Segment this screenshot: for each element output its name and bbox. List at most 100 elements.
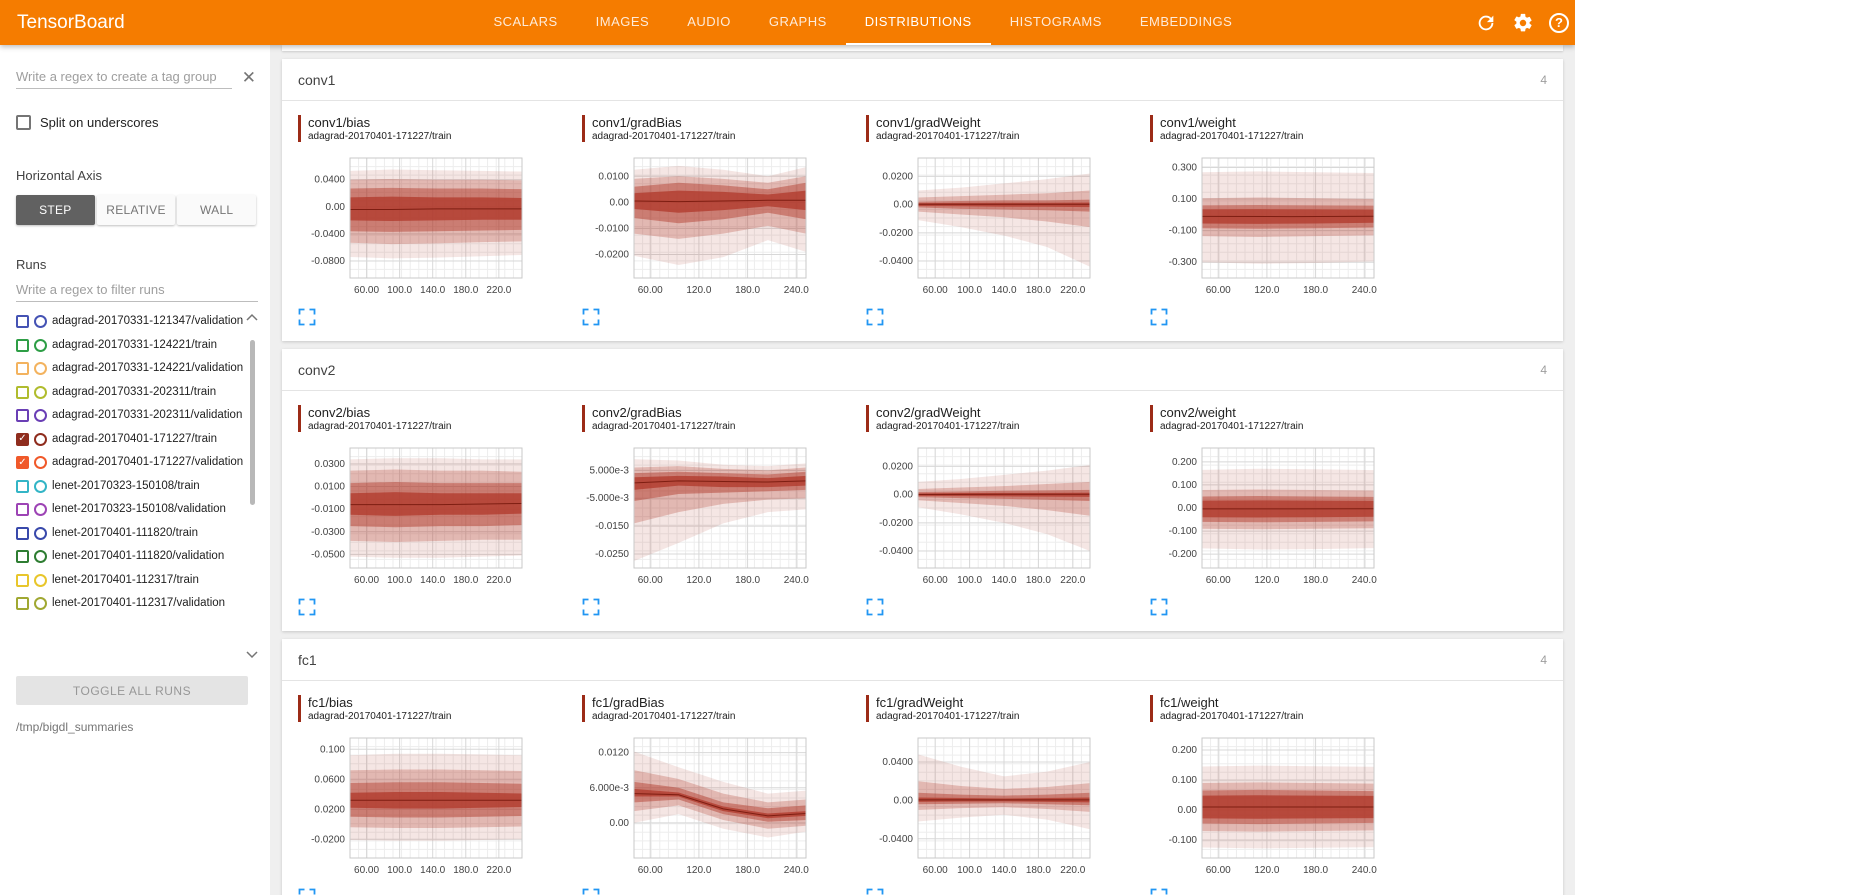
- run-item[interactable]: ✓ lenet-20170401-112317/validation: [16, 592, 244, 616]
- tab-embeddings[interactable]: EMBEDDINGS: [1139, 14, 1233, 29]
- run-item[interactable]: ✓ adagrad-20170331-202311/validation: [16, 404, 244, 428]
- axis-option-step[interactable]: STEP: [16, 195, 95, 225]
- run-checkbox[interactable]: ✓: [16, 526, 29, 540]
- run-item[interactable]: ✓ lenet-20170323-150108/validation: [16, 498, 244, 522]
- run-checkbox[interactable]: ✓: [16, 550, 29, 564]
- expand-chart-icon[interactable]: [298, 888, 316, 895]
- run-solo-circle[interactable]: [34, 338, 47, 352]
- split-underscores-checkbox[interactable]: [16, 115, 31, 130]
- distribution-plot[interactable]: 60.00 100.0 140.0 180.0 220.0 0.0200 0.00 -0.02…: [866, 440, 1096, 590]
- axis-option-wall[interactable]: WALL: [177, 195, 257, 225]
- run-solo-circle[interactable]: [34, 456, 47, 470]
- section-header[interactable]: conv2 4: [282, 349, 1563, 391]
- distribution-plot[interactable]: 60.00 100.0 140.0 180.0 220.0 0.0400 0.00 -0.04…: [866, 730, 1096, 880]
- run-solo-circle[interactable]: [34, 432, 47, 446]
- expand-chart-icon[interactable]: [298, 308, 316, 326]
- run-checkbox[interactable]: ✓: [16, 503, 29, 517]
- run-solo-circle[interactable]: [34, 503, 47, 517]
- expand-chart-icon[interactable]: [582, 888, 600, 895]
- run-checkbox[interactable]: ✓: [16, 573, 29, 587]
- clear-tag-filter-icon[interactable]: ✕: [241, 67, 256, 87]
- run-solo-circle[interactable]: [34, 550, 47, 564]
- run-checkbox[interactable]: ✓: [16, 456, 29, 470]
- run-checkbox[interactable]: ✓: [16, 385, 29, 399]
- distribution-plot[interactable]: 60.00 100.0 140.0 180.0 220.0 0.0200 0.00 -0.02…: [866, 150, 1096, 300]
- help-icon[interactable]: ?: [1549, 12, 1569, 33]
- expand-chart-icon[interactable]: [866, 888, 884, 895]
- tab-graphs[interactable]: GRAPHS: [768, 14, 827, 29]
- distribution-plot[interactable]: 60.00 120.0 180.0 240.0 5.000e-3 -5.000e-3 -0.…: [582, 440, 812, 590]
- distribution-plot[interactable]: 60.00 120.0 180.0 240.0 0.200 0.100 0.00 -0.100: [1150, 730, 1380, 880]
- run-item[interactable]: ✓ adagrad-20170331-124221/validation: [16, 357, 244, 381]
- run-solo-circle[interactable]: [34, 385, 47, 399]
- scroll-down-icon[interactable]: [246, 650, 258, 660]
- section-header[interactable]: conv1 4: [282, 59, 1563, 101]
- run-checkbox[interactable]: ✓: [16, 479, 29, 493]
- section-header[interactable]: fc1 4: [282, 639, 1563, 681]
- run-checkbox[interactable]: ✓: [16, 315, 29, 328]
- toggle-all-runs-button[interactable]: TOGGLE ALL RUNS: [16, 676, 248, 705]
- expand-chart-icon[interactable]: [866, 598, 884, 616]
- run-item[interactable]: ✓ lenet-20170401-111820/train: [16, 522, 244, 546]
- run-solo-circle[interactable]: [34, 315, 47, 328]
- run-item[interactable]: ✓ adagrad-20170331-121347/validation: [16, 310, 244, 334]
- svg-text:140.0: 140.0: [420, 865, 445, 876]
- distribution-chart-block: conv1/weight adagrad-20170401-171227/tra…: [1150, 115, 1434, 331]
- run-checkbox[interactable]: ✓: [16, 597, 29, 611]
- tag-group-regex-input[interactable]: [16, 65, 232, 89]
- run-solo-circle[interactable]: [34, 409, 47, 423]
- run-checkbox[interactable]: ✓: [16, 362, 29, 376]
- expand-chart-icon[interactable]: [582, 598, 600, 616]
- expand-chart-icon[interactable]: [1150, 598, 1168, 616]
- runs-filter-input[interactable]: [16, 278, 258, 302]
- tab-scalars[interactable]: SCALARS: [493, 14, 558, 29]
- run-item[interactable]: ✓ adagrad-20170401-171227/validation: [16, 451, 244, 475]
- svg-text:0.200: 0.200: [1172, 745, 1197, 756]
- distribution-plot[interactable]: 60.00 100.0 140.0 180.0 220.0 0.0300 0.0100 -0.…: [298, 440, 528, 590]
- run-item[interactable]: ✓ lenet-20170401-111820/validation: [16, 545, 244, 569]
- run-item[interactable]: ✓ adagrad-20170401-171227/train: [16, 428, 244, 452]
- tag-section-card: fc1 4 fc1/bias adagrad-20170401-171227/t…: [282, 639, 1563, 895]
- run-solo-circle[interactable]: [34, 597, 47, 611]
- run-checkbox[interactable]: ✓: [16, 338, 29, 352]
- expand-chart-icon[interactable]: [1150, 308, 1168, 326]
- svg-text:0.100: 0.100: [320, 744, 345, 755]
- run-solo-circle[interactable]: [34, 362, 47, 376]
- distribution-chart-block: conv1/gradWeight adagrad-20170401-171227…: [866, 115, 1150, 331]
- distribution-plot[interactable]: 60.00 120.0 180.0 240.0 0.300 0.100 -0.100 -0.3…: [1150, 150, 1380, 300]
- expand-chart-icon[interactable]: [1150, 888, 1168, 895]
- run-solo-circle[interactable]: [34, 573, 47, 587]
- settings-gear-icon[interactable]: [1512, 12, 1534, 34]
- run-solo-circle[interactable]: [34, 479, 47, 493]
- run-item[interactable]: ✓ adagrad-20170331-202311/train: [16, 381, 244, 405]
- split-on-underscores-option[interactable]: Split on underscores: [16, 115, 258, 130]
- expand-chart-icon[interactable]: [582, 308, 600, 326]
- distribution-plot[interactable]: 60.00 120.0 180.0 240.0 0.0100 0.00 -0.0100 -0.…: [582, 150, 812, 300]
- tab-audio[interactable]: AUDIO: [687, 14, 731, 29]
- scroll-up-icon[interactable]: [246, 312, 258, 322]
- chart-title: conv1/weight: [1160, 115, 1236, 130]
- run-solo-circle[interactable]: [34, 526, 47, 540]
- run-checkbox[interactable]: ✓: [16, 409, 29, 423]
- refresh-icon[interactable]: [1475, 12, 1497, 34]
- tab-distributions[interactable]: DISTRIBUTIONS: [845, 0, 991, 45]
- expand-chart-icon[interactable]: [866, 308, 884, 326]
- chart-title-wrap: conv1/bias adagrad-20170401-171227/train: [298, 115, 582, 142]
- svg-text:0.0300: 0.0300: [314, 459, 345, 470]
- expand-chart-icon[interactable]: [298, 598, 316, 616]
- tab-images[interactable]: IMAGES: [595, 14, 650, 29]
- run-checkbox[interactable]: ✓: [16, 432, 29, 446]
- check-icon: ✓: [18, 456, 27, 468]
- runs-scrollbar[interactable]: [250, 340, 255, 505]
- distribution-plot[interactable]: 60.00 120.0 180.0 240.0 0.0120 6.000e-3 0.00: [582, 730, 812, 880]
- svg-text:0.0200: 0.0200: [882, 171, 913, 182]
- run-item[interactable]: ✓ adagrad-20170331-124221/train: [16, 334, 244, 358]
- run-item[interactable]: ✓ lenet-20170323-150108/train: [16, 475, 244, 499]
- axis-option-relative[interactable]: RELATIVE: [96, 195, 176, 225]
- distribution-plot[interactable]: 60.00 120.0 180.0 240.0 0.200 0.100 0.00 -0.100…: [1150, 440, 1380, 590]
- run-item[interactable]: ✓ lenet-20170401-112317/train: [16, 569, 244, 593]
- distribution-plot[interactable]: 60.00 100.0 140.0 180.0 220.0 0.0400 0.00 -0.04…: [298, 150, 528, 300]
- tab-histograms[interactable]: HISTOGRAMS: [1009, 14, 1102, 29]
- chart-title: fc1/gradBias: [592, 695, 665, 710]
- distribution-plot[interactable]: 60.00 100.0 140.0 180.0 220.0 0.100 0.0600 0.02…: [298, 730, 528, 880]
